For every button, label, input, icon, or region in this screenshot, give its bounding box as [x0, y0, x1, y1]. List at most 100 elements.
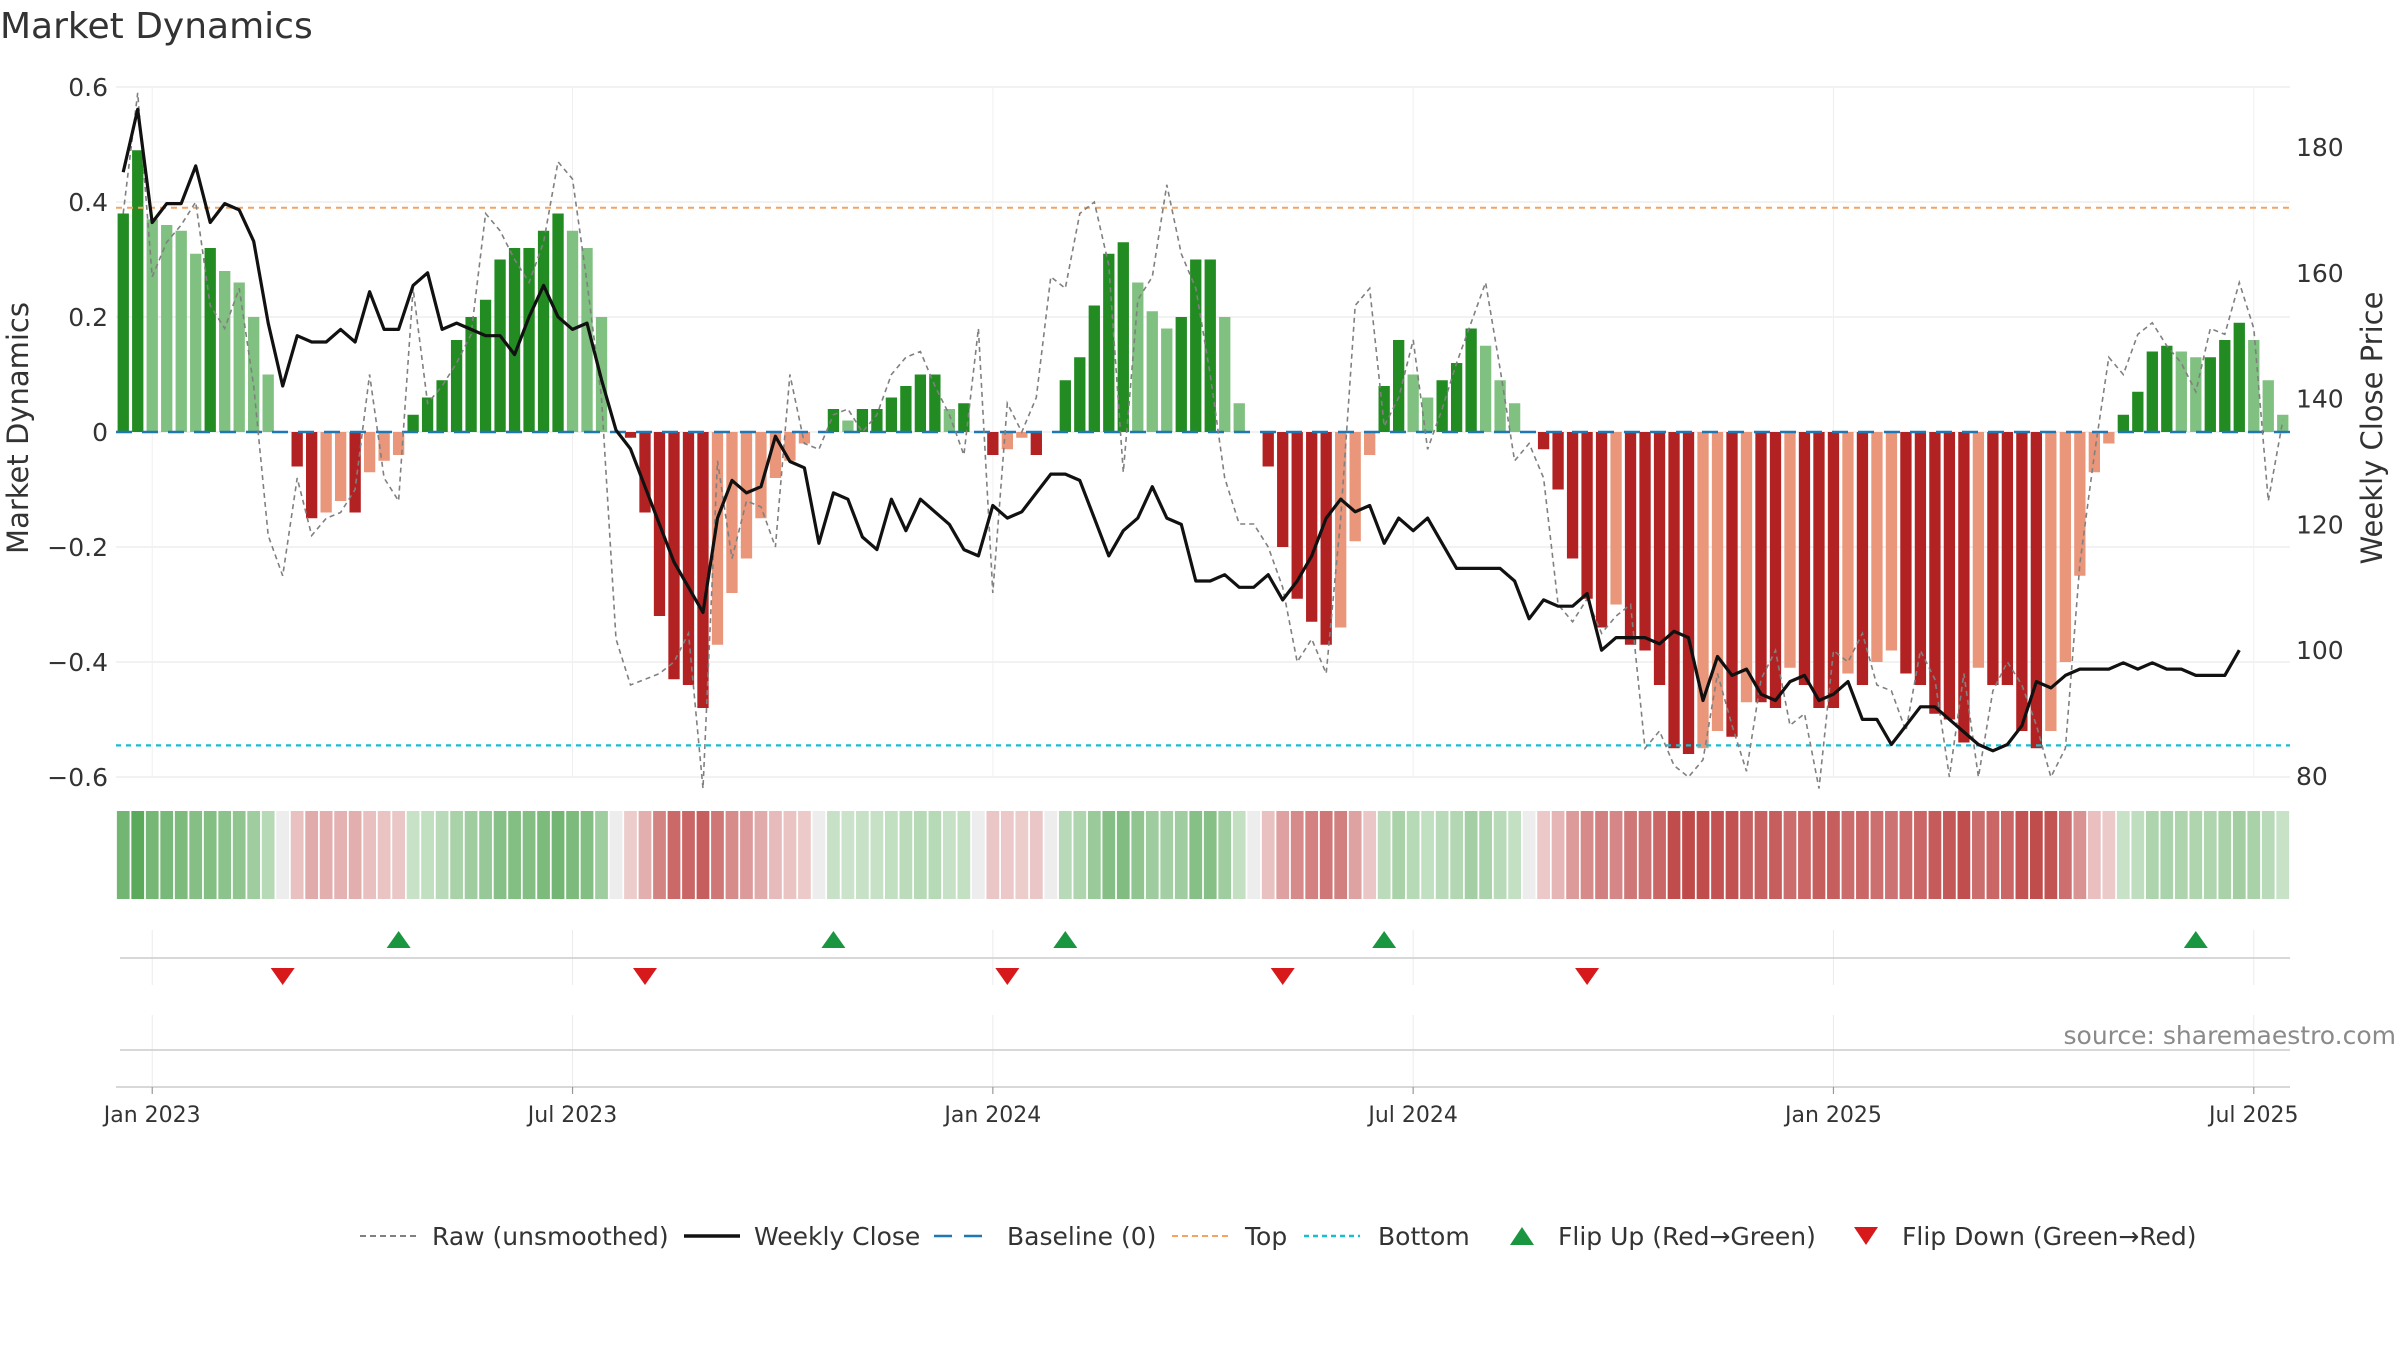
regime-cell: [1145, 811, 1159, 899]
regime-cell: [1015, 811, 1029, 899]
regime-cell: [638, 811, 652, 899]
dynamics-bar: [1958, 432, 1970, 743]
regime-cell: [189, 811, 203, 899]
y-tick-label: 0: [92, 418, 108, 447]
regime-cell: [116, 811, 130, 899]
dynamics-bar: [1827, 432, 1840, 708]
regime-cell: [1247, 811, 1261, 899]
dynamics-bar: [262, 374, 274, 432]
dynamics-bar: [349, 432, 361, 513]
y2-tick-label: 80: [2296, 762, 2328, 791]
regime-cell: [682, 811, 695, 899]
reference-lines: [116, 206, 2290, 747]
regime-cell: [406, 811, 420, 899]
dynamics-bar: [1335, 432, 1347, 628]
dynamics-bar: [1624, 432, 1637, 645]
regime-cell: [1827, 811, 1840, 899]
regime-cell: [305, 811, 319, 899]
regime-cell: [1711, 811, 1724, 899]
regime-cell: [1769, 811, 1782, 899]
regime-cell: [145, 811, 159, 899]
dynamics-bar: [1016, 432, 1028, 438]
y-tick-label: −0.6: [47, 763, 108, 792]
dynamics-bar: [1088, 305, 1100, 432]
regime-cell: [2029, 811, 2043, 899]
dynamics-bar: [1074, 357, 1086, 432]
regime-cell: [1754, 811, 1768, 899]
regime-cell: [653, 811, 666, 899]
regime-cell: [856, 811, 869, 899]
dynamics-bar: [2277, 414, 2289, 432]
dynamics-bar: [1132, 282, 1144, 432]
regime-cell: [1479, 811, 1492, 899]
dynamics-bar: [161, 225, 173, 432]
dynamics-bar: [320, 432, 332, 513]
regime-cell: [1870, 811, 1884, 899]
regime-cell: [2145, 811, 2159, 899]
dynamics-bar: [1784, 432, 1796, 668]
y-axis-label: Market Dynamics: [1, 302, 35, 554]
dynamics-bar: [1798, 432, 1811, 685]
dynamics-bar: [146, 219, 158, 432]
regime-cell: [1986, 811, 2000, 899]
dynamics-bar: [668, 432, 680, 680]
flip-down-marker: [1575, 968, 1600, 985]
dynamics-bar: [2117, 414, 2129, 432]
regime-cell: [798, 811, 811, 899]
dynamics-bar: [2132, 391, 2144, 432]
dynamics-bar: [334, 432, 347, 501]
dynamics-bar: [885, 397, 898, 432]
regime-cell: [1812, 811, 1826, 899]
regime-cell: [928, 811, 942, 899]
regime-cell: [1116, 811, 1130, 899]
dynamics-bar: [1914, 432, 1927, 685]
dynamics-bar: [871, 409, 883, 432]
dynamics-bar: [2103, 432, 2115, 444]
regime-cell: [377, 811, 391, 899]
dynamics-bar: [1320, 432, 1332, 645]
dynamics-bar: [1987, 432, 1999, 685]
regime-cell: [1667, 811, 1681, 899]
dynamics-bar: [392, 432, 405, 455]
regime-cell: [261, 811, 275, 899]
dynamics-bar: [2219, 340, 2231, 432]
regime-cell: [2203, 811, 2217, 899]
dynamics-bar: [479, 299, 492, 432]
regime-cell: [1261, 811, 1275, 899]
dynamics-bar: [436, 380, 448, 432]
dynamics-bar: [1552, 432, 1564, 490]
regime-cell: [986, 811, 1000, 899]
y-tick-label: 0.6: [68, 73, 108, 102]
regime-cell: [334, 811, 348, 899]
dynamics-bar: [929, 374, 941, 432]
dynamics-bar: [552, 213, 564, 432]
dynamics-bar: [204, 248, 216, 432]
y2-tick-label: 120: [2296, 510, 2344, 539]
flip-up-marker: [2183, 931, 2208, 948]
regime-cell: [957, 811, 971, 899]
regime-cell: [2174, 811, 2188, 899]
regime-cell: [696, 811, 710, 899]
regime-cell: [1087, 811, 1101, 899]
regime-cell: [1044, 811, 1058, 899]
dynamics-bar: [914, 374, 927, 432]
dynamics-bar: [987, 432, 999, 455]
regime-cell: [1522, 811, 1536, 899]
regime-cell: [1856, 811, 1869, 899]
legend-label: Baseline (0): [1007, 1222, 1156, 1251]
dynamics-bar: [248, 317, 260, 432]
regime-cell: [1580, 811, 1594, 899]
dynamics-bar: [537, 230, 550, 432]
dynamics-bar: [856, 409, 869, 432]
regime-cell: [2001, 811, 2014, 899]
dynamics-bar: [1030, 432, 1042, 455]
dynamics-bar: [943, 409, 956, 432]
regime-cell: [537, 811, 550, 899]
regime-cell: [595, 811, 608, 899]
dynamics-bar: [306, 432, 318, 519]
dynamics-bar: [958, 403, 970, 432]
dynamics-bar: [1291, 432, 1303, 599]
raw-unsmoothed-line: [122, 92, 2284, 789]
regime-cell: [2116, 811, 2130, 899]
regime-cell: [1783, 811, 1797, 899]
